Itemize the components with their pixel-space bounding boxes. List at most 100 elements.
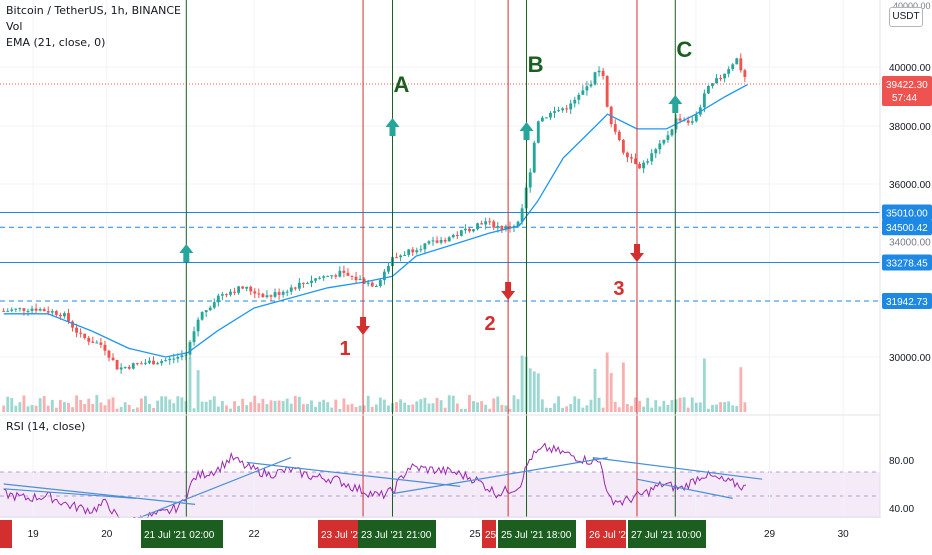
currency-badge[interactable]: USDT [889,7,923,27]
candle-body [119,367,123,370]
date-badge: 25 [482,520,497,548]
candle-body [549,112,552,118]
date-badge-text: 21 Jul '21 02:00 [144,530,215,541]
candle-body [690,121,694,123]
candle-body [265,295,269,298]
candle-body [727,69,731,74]
volume-bar [706,408,710,412]
candle-body [30,308,34,311]
candle-body [318,277,322,279]
marker-label: B [528,52,544,77]
volume-bar [301,404,305,412]
volume-bar [613,401,617,412]
candle-body [403,254,407,256]
candle-body [382,271,386,281]
candle-body [156,363,160,365]
volume-bar [516,399,520,412]
date-badge: 21 Jul '21 02:00 [141,520,223,548]
volume-bar [463,408,467,412]
volume-bar [10,398,14,412]
candle-body [26,310,30,312]
volume-bar [484,404,488,412]
price-tick-label: 38000.00 [889,122,931,133]
volume-bar [634,397,637,412]
candle-body [662,139,666,144]
volume-bar [83,403,87,412]
volume-bar [216,406,220,412]
volume-bar [540,399,544,412]
candle-body [220,294,224,296]
date-badge-bg [586,520,626,548]
volume-bar [310,400,313,412]
volume-bar [192,408,196,412]
candle-body [71,321,74,328]
time-axis-bg [0,518,932,550]
volume-bar [111,397,115,412]
candle-body [516,221,520,227]
candle-body [322,276,326,278]
buy-arrow-icon [668,95,683,113]
volume-bar [265,404,269,412]
volume-bar [30,405,34,412]
candle-body [63,313,66,317]
volume-bar [698,402,702,412]
candle-body [666,135,670,140]
volume-bar [34,405,38,412]
candle-body [589,84,593,87]
candle-body [103,344,107,351]
candle-body [127,366,131,369]
volume-bar [314,406,317,412]
volume-bar [395,402,398,412]
candle-body [488,221,492,223]
volume-bar [597,397,601,412]
volume-legend: Vol [6,20,23,33]
candle-body [630,157,633,159]
candle-body [314,278,317,281]
candle-body [200,312,204,320]
rsi-tick-label: 80.00 [889,456,914,467]
volume-bar [605,352,609,412]
volume-bar [123,402,127,412]
volume-bar [67,402,70,412]
candle-body [83,333,87,338]
candle-body [370,282,374,287]
volume-bar [350,403,354,412]
candle-body [581,90,585,95]
volume-bar [241,398,245,412]
volume-bar [362,405,366,412]
level-price-tag: 34500.42 [882,219,932,236]
volume-bar [678,397,682,412]
candle-body [423,243,427,250]
marker-B: B [519,52,544,140]
candle-body [711,83,714,87]
volume-bar [739,367,743,412]
candle-body [168,358,172,361]
candle-body [735,58,739,65]
last-price-text: 39422.30 [886,80,928,91]
candle-body [95,342,99,344]
candle-body [350,275,354,277]
level-tag-bg [882,204,932,221]
candle-body [358,278,362,281]
volume-bar [131,408,135,412]
volume-bar [549,407,552,412]
volume-bar [6,396,10,412]
volume-bar [370,406,374,412]
level-price-tag: 31942.73 [882,292,932,309]
candle-body [480,223,484,225]
candle-body [346,272,350,276]
candle-body [378,280,382,287]
candle-body [160,361,164,364]
candle-body [269,295,273,297]
volume-bar [342,398,346,412]
candle-body [253,291,257,294]
rsi-trendline [636,478,733,499]
volume-bar [22,395,26,412]
time-tick-label: 19 [28,529,40,540]
candle-body [374,286,378,288]
candle-body [107,350,111,358]
rsi-tick-label: 40.00 [889,504,914,515]
volume-bar [447,395,451,412]
